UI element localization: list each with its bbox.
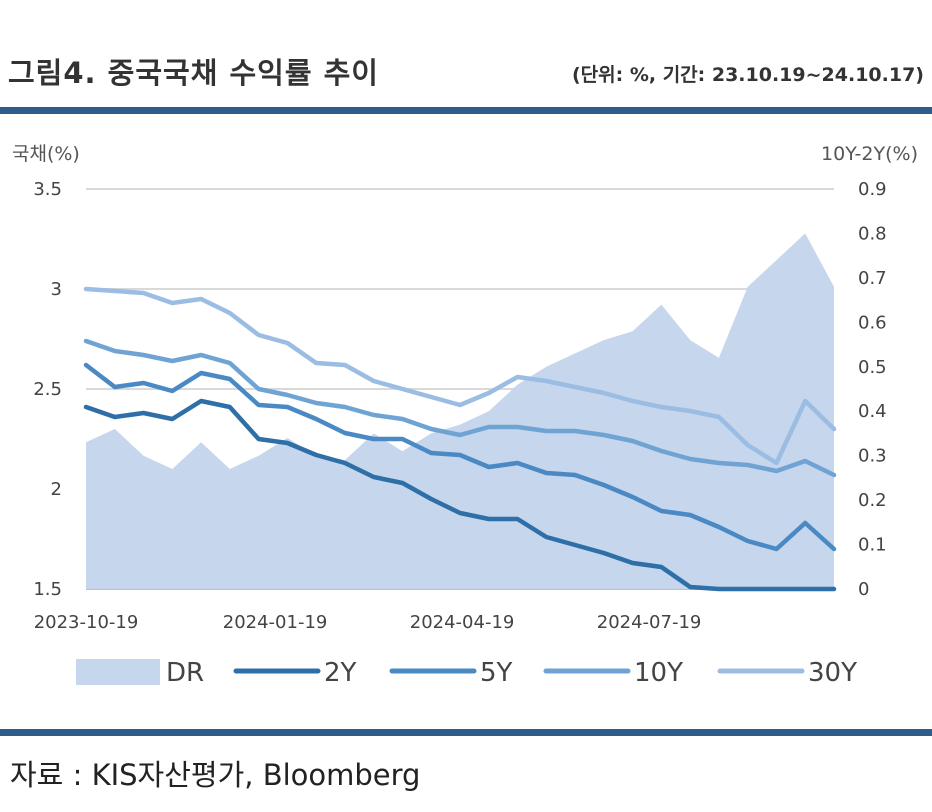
y-right-tick-label: 0.9 xyxy=(858,179,887,200)
y-right-axis-title: 10Y-2Y(%) xyxy=(821,143,918,165)
y-left-tick-label: 2 xyxy=(51,479,62,500)
x-tick-label: 2024-01-19 xyxy=(223,612,328,633)
legend-label-5y: 5Y xyxy=(480,658,513,688)
x-tick-label: 2023-10-19 xyxy=(34,612,139,633)
y-right-tick-label: 0.2 xyxy=(858,490,887,511)
legend-label-dr: DR xyxy=(166,658,204,688)
y-left-tick-label: 3.5 xyxy=(33,179,62,200)
legend-label-2y: 2Y xyxy=(324,658,357,688)
y-right-tick-label: 0.3 xyxy=(858,446,887,467)
y-right-tick-label: 0.5 xyxy=(858,357,887,378)
y-left-tick-label: 2.5 xyxy=(33,379,62,400)
x-tick-label: 2024-07-19 xyxy=(597,612,702,633)
y-right-tick-label: 0.1 xyxy=(858,535,887,556)
y-left-tick-label: 1.5 xyxy=(33,579,62,600)
y-right-tick-label: 0.6 xyxy=(858,312,887,333)
series-area-dr xyxy=(86,233,834,589)
y-right-tick-label: 0 xyxy=(858,579,869,600)
legend: DR 2Y 5Y 10Y 30Y xyxy=(76,658,857,688)
legend-label-10y: 10Y xyxy=(634,658,683,688)
y-right-tick-label: 0.7 xyxy=(858,268,887,289)
dr-area-layer xyxy=(86,233,834,589)
source-note: 자료 : KIS자산평가, Bloomberg xyxy=(10,752,420,794)
legend-label-30y: 30Y xyxy=(808,658,857,688)
y-right-tick-label: 0.8 xyxy=(858,223,887,244)
y-left-tick-label: 3 xyxy=(51,279,62,300)
y-left-axis-title: 국채(%) xyxy=(12,143,80,165)
x-tick-label: 2024-04-19 xyxy=(410,612,515,633)
legend-swatch-dr xyxy=(76,659,160,685)
y-right-tick-label: 0.4 xyxy=(858,401,887,422)
bottom-divider xyxy=(0,729,932,736)
